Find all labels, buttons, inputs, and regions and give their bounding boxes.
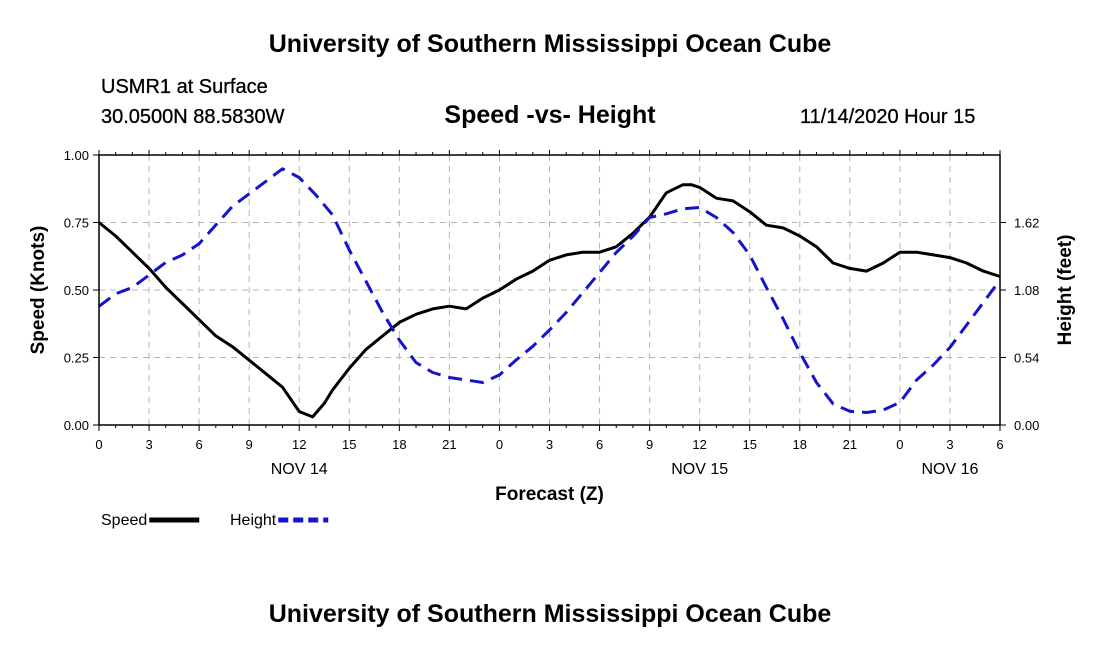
legend: Speed Height <box>101 512 329 529</box>
day-label: NOV 15 <box>671 461 728 478</box>
y2-tick-label: 1.08 <box>1014 283 1039 298</box>
y-tick-label: 0.25 <box>64 351 89 366</box>
x-tick-label: 15 <box>742 437 756 452</box>
station-coordinates: 30.0500N 88.5830W <box>101 106 285 128</box>
x-tick-label: 15 <box>342 437 356 452</box>
legend-label: Height <box>230 512 277 529</box>
x-tick-label: 0 <box>95 437 102 452</box>
y-tick-label: 0.00 <box>64 418 89 433</box>
chart-title: Speed -vs- Height <box>444 101 656 129</box>
x-tick-label: 6 <box>596 437 603 452</box>
x-tick-label: 18 <box>392 437 406 452</box>
footer-title: University of Southern Mississippi Ocean… <box>268 600 832 628</box>
speed-series-line <box>98 183 1001 419</box>
grid <box>99 155 1000 425</box>
y2-tick-label: 1.62 <box>1014 216 1039 231</box>
x-tick-label: 12 <box>692 437 706 452</box>
x-tick-label: 0 <box>496 437 503 452</box>
y-tick-label: 1.00 <box>64 148 89 163</box>
height-series-line <box>98 167 1002 414</box>
y-tick-label: 0.50 <box>64 283 89 298</box>
page-title: University of Southern Mississippi Ocean… <box>268 30 832 58</box>
y2-tick-label: 0.54 <box>1014 351 1039 366</box>
x-tick-label: 9 <box>246 437 253 452</box>
x-tick-label: 21 <box>442 437 456 452</box>
x-tick-label: 3 <box>145 437 152 452</box>
forecast-datetime: 11/14/2020 Hour 15 <box>800 106 976 128</box>
x-tick-label: 6 <box>996 437 1003 452</box>
x-tick-label: 9 <box>646 437 653 452</box>
y2-axis-label: Height (feet) <box>1055 235 1076 346</box>
x-tick-label: 3 <box>546 437 553 452</box>
x-tick-label: 18 <box>793 437 807 452</box>
day-label: NOV 14 <box>271 461 328 478</box>
axes: 0 3 6 9 12 15 18 21 0 3 6 9 12 15 18 21 0 3 6 0.00 0.25 0.50 0… <box>64 148 1040 478</box>
x-tick-label: 6 <box>195 437 202 452</box>
legend-label: Speed <box>101 512 147 529</box>
station-label: USMR1 at Surface <box>101 76 268 98</box>
x-tick-label: 12 <box>292 437 306 452</box>
x-axis-label: Forecast (Z) <box>495 484 604 505</box>
series-lines <box>98 167 1002 419</box>
x-tick-label: 21 <box>843 437 857 452</box>
x-tick-label: 3 <box>946 437 953 452</box>
y-tick-label: 0.75 <box>64 216 89 231</box>
day-label: NOV 16 <box>921 461 978 478</box>
y-axis-label: Speed (Knots) <box>28 226 49 355</box>
y2-tick-label: 0.00 <box>1014 418 1039 433</box>
x-tick-label: 0 <box>896 437 903 452</box>
